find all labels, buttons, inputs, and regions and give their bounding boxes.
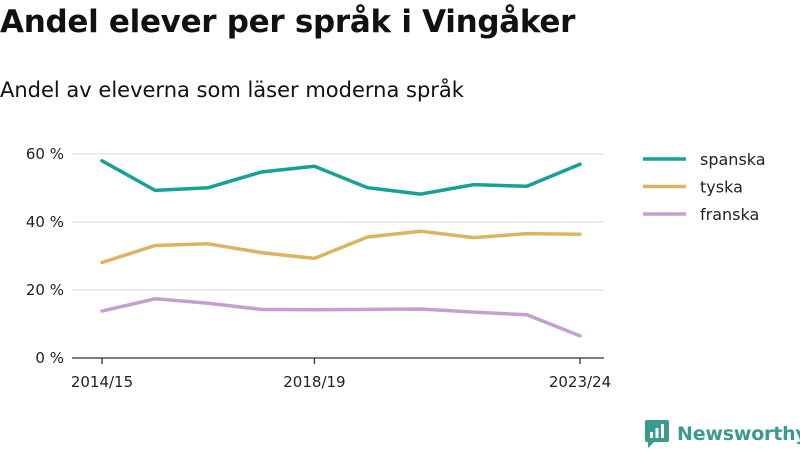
chart-title: Andel elever per språk i Vingåker xyxy=(0,4,576,40)
legend: spanska tyska franska xyxy=(643,150,766,224)
legend-label-spanska: spanska xyxy=(700,150,766,169)
brand-name: Newsworthy xyxy=(677,423,800,445)
series-lines xyxy=(100,159,582,338)
x-tick-label: 2018/19 xyxy=(283,373,345,391)
y-tick-label: 20 % xyxy=(26,281,64,299)
axes: 0 % 20 % 40 % 60 % 2014/15 2018/19 2023/24 xyxy=(26,145,611,391)
legend-label-tyska: tyska xyxy=(700,178,743,197)
x-tick-label: 2014/15 xyxy=(71,373,133,391)
legend-label-franska: franska xyxy=(700,205,759,224)
newsworthy-logo: Newsworthy xyxy=(645,420,800,448)
gridlines xyxy=(72,153,604,291)
series-line-spanska xyxy=(100,159,582,196)
y-tick-label: 60 % xyxy=(26,145,64,163)
bar-chart-bubble-icon xyxy=(645,420,669,448)
series-line-franska xyxy=(100,297,582,338)
series-line-tyska xyxy=(100,229,582,265)
x-tick-label: 2023/24 xyxy=(549,373,611,391)
chart-subtitle: Andel av eleverna som läser moderna språ… xyxy=(0,78,464,102)
y-tick-label: 0 % xyxy=(35,349,64,367)
y-tick-label: 40 % xyxy=(26,213,64,231)
